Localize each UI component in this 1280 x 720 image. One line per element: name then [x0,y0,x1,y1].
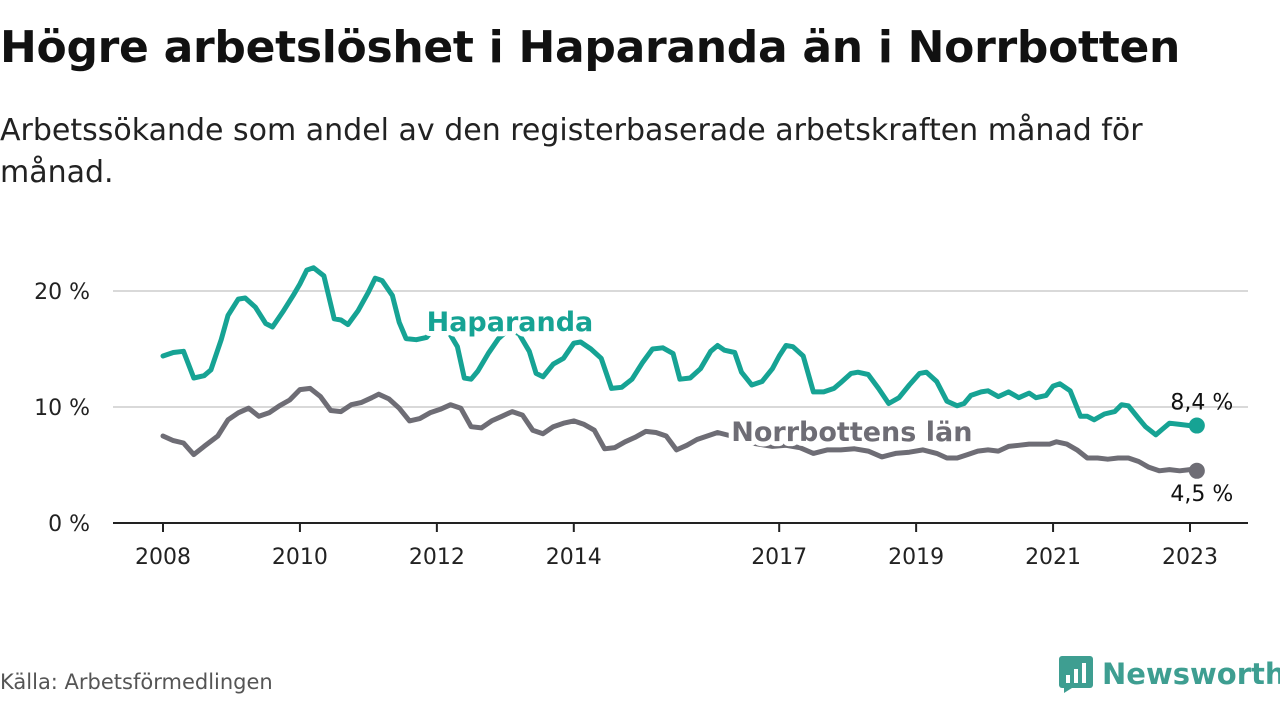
x-tick-label: 2017 [751,545,807,570]
y-tick-label: 0 % [48,512,90,537]
norrbotten-line [160,385,1200,474]
y-tick-label: 10 % [34,396,90,421]
haparanda-end-marker [1188,417,1205,434]
norrbotten-end-marker [1188,462,1205,479]
norrbotten-end-label: 4,5 % [1170,482,1233,507]
haparanda-series-label: Haparanda [427,307,594,338]
haparanda-end-label: 8,4 % [1170,391,1233,416]
series-labels: 8,4 % 4,5 % Haparanda Norrbottens län [422,302,1234,507]
y-tick-label: 20 % [34,280,90,305]
haparanda-line [160,265,1200,438]
chart-title: Högre arbetslöshet i Haparanda än i Norr… [0,22,1181,73]
axes: 0 % 10 % 20 % 2008 2010 2012 2014 2017 2019 2021 2… [34,280,1248,570]
series-lines [160,265,1205,479]
brand-name: Newsworthy [1102,657,1280,691]
x-tick-label: 2019 [888,545,944,570]
source-note: Källa: Arbetsförmedlingen [0,670,273,694]
x-tick-label: 2021 [1025,545,1081,570]
norrbotten-series-label: Norrbottens län [731,417,972,448]
x-tick-label: 2012 [409,545,465,570]
x-tick-label: 2008 [135,545,191,570]
newsworthy-logo-icon [1059,656,1093,693]
chart-subtitle: Arbetssökande som andel av den registerb… [0,113,1143,190]
gridlines [113,290,1248,408]
x-tick-label: 2023 [1162,545,1218,570]
x-tick-label: 2014 [546,545,602,570]
brand[interactable]: Newsworthy [1058,654,1280,694]
x-tick-label: 2010 [272,545,328,570]
